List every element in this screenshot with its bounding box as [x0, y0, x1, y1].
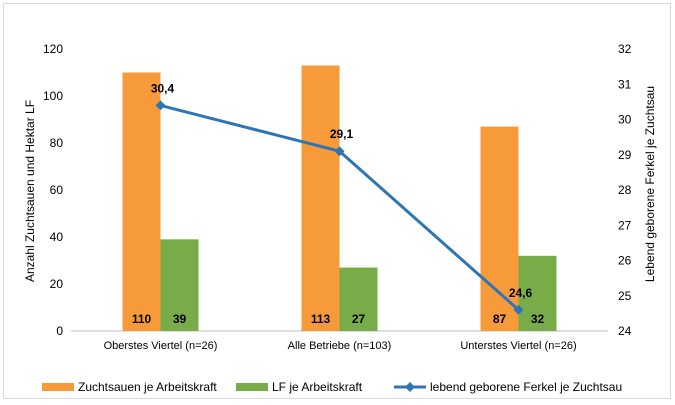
- y2-tick-label: 25: [618, 289, 632, 303]
- y2-tick-label: 29: [618, 148, 632, 162]
- y2-tick-label: 30: [618, 113, 632, 127]
- bar: [339, 267, 378, 331]
- bar: [301, 65, 340, 331]
- x-tick-label: Alle Betriebe (n=103): [288, 340, 392, 352]
- y2-tick-label: 24: [618, 324, 632, 338]
- y2-tick-label: 27: [618, 218, 632, 232]
- data-labels: 110 113 87 39 27 32 30,4 29,1 24,6: [132, 81, 545, 326]
- legend-label: Zuchtsauen je Arbeitskraft: [78, 380, 217, 394]
- legend-label: lebend geborene Ferkel je Zuchtsau: [430, 380, 622, 394]
- bar-data-label: 39: [173, 312, 187, 326]
- line-marker: [334, 146, 345, 157]
- y-tick-label: 120: [43, 42, 63, 56]
- line-series: [155, 100, 524, 315]
- y2-tick-label: 31: [618, 77, 632, 91]
- legend-swatch: [236, 383, 268, 391]
- bars: [122, 65, 557, 331]
- line-data-label: 24,6: [509, 286, 533, 300]
- line-data-label: 30,4: [151, 81, 175, 95]
- bar-data-label: 87: [493, 312, 507, 326]
- line-data-label: 29,1: [330, 127, 354, 141]
- chart-frame: 0 20 40 60 80 100 120 24 25 26 27 28 29 30 31 32 Oberste…: [3, 3, 671, 399]
- legend-label: LF je Arbeitskraft: [272, 380, 363, 394]
- y-tick-label: 40: [50, 230, 64, 244]
- x-tick-label: Oberstes Viertel (n=26): [104, 340, 218, 352]
- y2-tick-label: 28: [618, 183, 632, 197]
- y2-tick-label: 32: [618, 42, 632, 56]
- legend: Zuchtsauen je Arbeitskraft LF je Arbeitsk…: [42, 380, 622, 394]
- y-tick-label: 100: [43, 89, 63, 103]
- line-marker: [155, 100, 166, 111]
- bar-data-label: 113: [311, 312, 331, 326]
- y2-axis-title: Lebend geborene Ferkel je Zuchtsau: [643, 86, 657, 282]
- bar-data-label: 27: [352, 312, 366, 326]
- line-marker: [513, 304, 524, 315]
- legend-swatch: [42, 383, 74, 391]
- bar: [160, 239, 199, 331]
- y-axis-title: Anzahl Zuchtsauen und Hektar LF: [23, 100, 37, 282]
- y-tick-label: 60: [50, 183, 64, 197]
- x-tick-label: Unterstes Viertel (n=26): [460, 340, 576, 352]
- legend-marker: [405, 382, 415, 392]
- y-tick-label: 20: [50, 277, 64, 291]
- y-tick-label: 0: [56, 324, 63, 338]
- bar-data-label: 110: [132, 312, 152, 326]
- combo-chart: 0 20 40 60 80 100 120 24 25 26 27 28 29 30 31 32 Oberste…: [23, 42, 657, 394]
- bar-data-label: 32: [531, 312, 545, 326]
- bar: [480, 126, 519, 331]
- axes: 0 20 40 60 80 100 120 24 25 26 27 28 29 30 31 32 Oberste…: [43, 42, 632, 352]
- bar: [518, 255, 557, 331]
- bar: [122, 72, 161, 331]
- y2-tick-label: 26: [618, 254, 632, 268]
- y-tick-label: 80: [50, 136, 64, 150]
